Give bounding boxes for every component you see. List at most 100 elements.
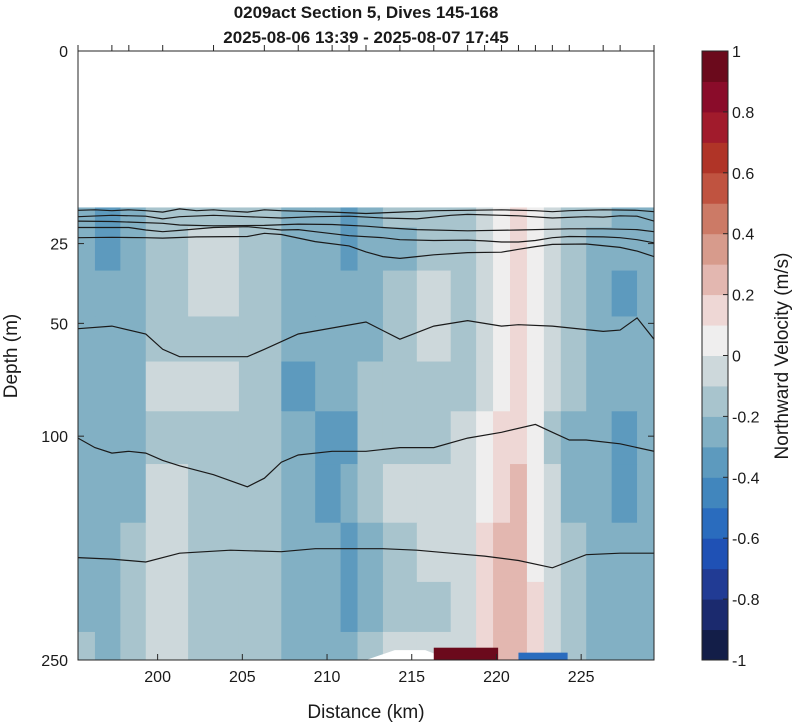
colorbar-segment xyxy=(702,355,728,387)
colorbar-segment xyxy=(702,172,728,204)
velocity-cell xyxy=(586,581,613,633)
colorbar-segment xyxy=(702,538,728,570)
velocity-cell xyxy=(560,464,587,524)
velocity-cell xyxy=(281,464,316,524)
velocity-cell xyxy=(78,464,96,524)
velocity-cell xyxy=(340,316,359,363)
velocity-cell xyxy=(611,361,638,412)
velocity-cell xyxy=(526,411,545,465)
velocity-cell xyxy=(637,316,654,363)
velocity-cell xyxy=(493,316,511,363)
velocity-cell xyxy=(611,581,638,633)
x-tick-label: 225 xyxy=(568,669,595,686)
velocity-cell xyxy=(120,522,147,583)
velocity-cell xyxy=(78,631,96,660)
velocity-cell xyxy=(476,270,494,318)
velocity-cell xyxy=(315,270,342,318)
colorbar-tick-label: 0.6 xyxy=(732,166,754,183)
colorbar-segment xyxy=(702,111,728,143)
velocity-cell xyxy=(526,581,545,633)
velocity-cell xyxy=(120,631,147,660)
velocity-cell xyxy=(78,361,96,412)
velocity-cell xyxy=(543,522,562,583)
colorbar-tick-label: 0.2 xyxy=(732,288,754,305)
velocity-cell xyxy=(450,227,477,272)
velocity-cell xyxy=(357,361,384,412)
velocity-cell xyxy=(188,270,240,318)
velocity-cell xyxy=(340,631,359,660)
velocity-cell xyxy=(543,361,562,412)
velocity-cell xyxy=(188,227,240,272)
velocity-cell xyxy=(543,270,562,318)
x-tick-label: 205 xyxy=(229,669,256,686)
colorbar-tick-label: -0.4 xyxy=(732,470,760,487)
velocity-cell xyxy=(188,464,240,524)
velocity-cell xyxy=(560,361,587,412)
colorbar-segment xyxy=(702,477,728,509)
velocity-cell xyxy=(120,581,147,633)
velocity-cell xyxy=(476,316,494,363)
velocity-cell xyxy=(493,411,511,465)
velocity-cell xyxy=(145,270,189,318)
y-axis-title: Depth (m) xyxy=(1,314,22,398)
contour-line xyxy=(78,226,654,244)
velocity-cell xyxy=(315,631,342,660)
velocity-cell xyxy=(238,464,282,524)
velocity-cell xyxy=(450,411,477,465)
velocity-cell xyxy=(281,270,316,318)
velocity-cell xyxy=(543,581,562,633)
velocity-cell xyxy=(188,361,240,412)
velocity-cell xyxy=(94,522,121,583)
velocity-cell xyxy=(476,361,494,412)
velocity-cell xyxy=(382,227,418,272)
velocity-cell xyxy=(281,581,316,633)
velocity-cell xyxy=(476,581,494,633)
velocity-cell xyxy=(450,270,477,318)
velocity-cell xyxy=(611,631,638,660)
velocity-cell xyxy=(510,522,528,583)
velocity-cell xyxy=(238,270,282,318)
velocity-cell xyxy=(145,361,189,412)
colorbar-tick-label: -0.8 xyxy=(732,592,760,609)
velocity-cell xyxy=(526,227,545,272)
velocity-cell xyxy=(510,464,528,524)
y-tick-label: 250 xyxy=(41,653,68,670)
velocity-cell xyxy=(94,581,121,633)
velocity-cell xyxy=(476,227,494,272)
velocity-cell xyxy=(560,207,587,229)
velocity-cell xyxy=(493,581,511,633)
velocity-cell xyxy=(526,316,545,363)
velocity-cell xyxy=(357,522,384,583)
velocity-cell xyxy=(450,207,477,229)
velocity-cell xyxy=(315,411,342,465)
velocity-cell xyxy=(120,411,147,465)
velocity-cell xyxy=(94,270,121,318)
velocity-cell xyxy=(315,522,342,583)
velocity-cell xyxy=(120,464,147,524)
velocity-cell xyxy=(78,411,96,465)
contour-lines xyxy=(78,208,654,569)
velocity-cell xyxy=(145,581,189,633)
velocity-field xyxy=(78,207,654,660)
contour-line xyxy=(78,317,654,358)
velocity-cell xyxy=(188,581,240,633)
plot-axes: 200 205 210 215 220 225 0 25 50 100 250 xyxy=(41,44,655,686)
velocity-cell xyxy=(340,411,359,465)
velocity-cell xyxy=(188,631,240,660)
velocity-cell xyxy=(526,270,545,318)
velocity-cell xyxy=(450,316,477,363)
velocity-cell xyxy=(586,361,613,412)
velocity-cell xyxy=(340,581,359,633)
colorbar-title: Northward Velocity (m/s) xyxy=(772,253,793,460)
velocity-cell xyxy=(637,581,654,633)
no-data-region xyxy=(366,650,451,660)
contour-line xyxy=(78,213,654,222)
velocity-cell xyxy=(315,361,342,412)
velocity-cell xyxy=(78,207,96,229)
velocity-cell xyxy=(560,316,587,363)
velocity-cell xyxy=(611,411,638,465)
chart-title: 0209act Section 5, Dives 145-168 xyxy=(234,3,499,22)
velocity-cell xyxy=(340,464,359,524)
velocity-cell xyxy=(238,631,282,660)
colorbar-segment xyxy=(702,416,728,448)
